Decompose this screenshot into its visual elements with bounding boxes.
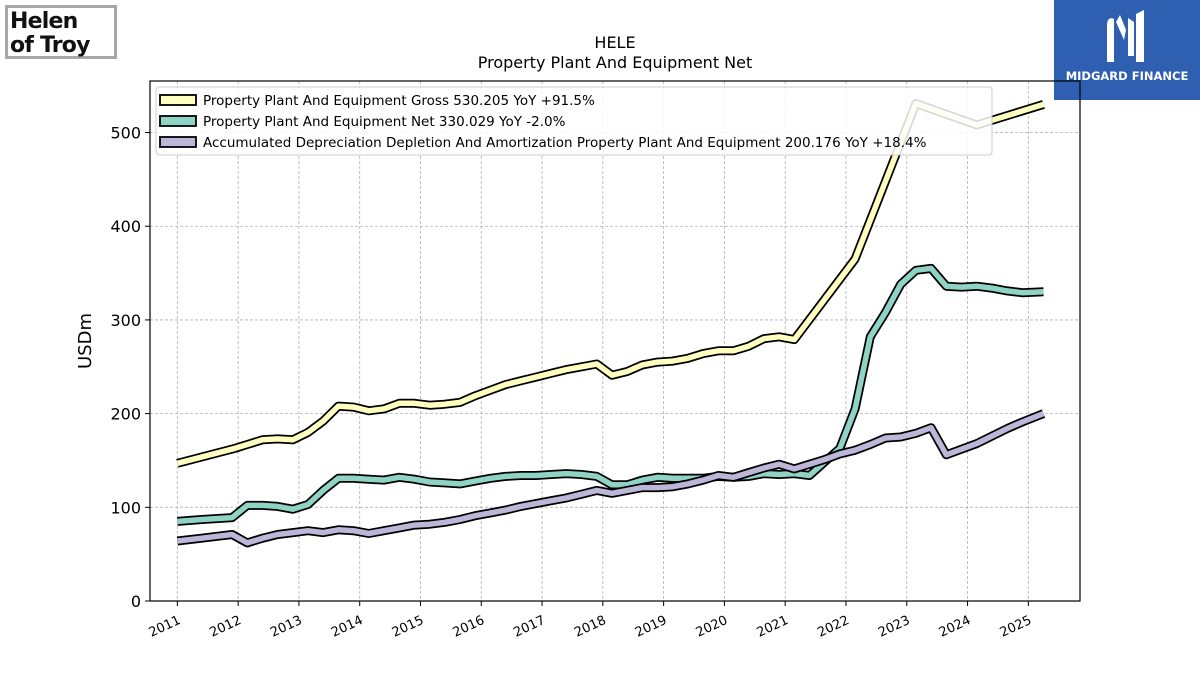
y-tick-label: 200 bbox=[110, 405, 141, 424]
legend-label: Property Plant And Equipment Gross 530.2… bbox=[203, 93, 595, 109]
chart-subtitle: Property Plant And Equipment Net bbox=[478, 53, 753, 72]
series-line-outline bbox=[176, 99, 1045, 468]
brand-logo: MIDGARD FINANCE bbox=[1054, 0, 1200, 100]
legend: Property Plant And Equipment Gross 530.2… bbox=[155, 86, 993, 156]
x-tick-label: 2014 bbox=[329, 613, 365, 641]
midgard-m-icon bbox=[1107, 10, 1144, 62]
x-tick-label: 2022 bbox=[815, 613, 851, 641]
company-logo-line2: of Troy bbox=[10, 33, 90, 58]
company-logo: Helen of Troy bbox=[5, 5, 117, 59]
series-layer bbox=[176, 99, 1046, 548]
y-tick-label: 300 bbox=[110, 311, 141, 330]
legend-label: Property Plant And Equipment Net 330.029… bbox=[203, 114, 566, 130]
y-tick-label: 500 bbox=[110, 124, 141, 143]
x-tick-label: 2018 bbox=[572, 613, 608, 641]
x-tick-label: 2013 bbox=[268, 613, 304, 641]
chart-title: HELE bbox=[594, 33, 635, 52]
legend-swatch bbox=[159, 136, 197, 148]
x-tick-label: 2012 bbox=[207, 613, 243, 641]
axis-layer: 0 100 200 300 400 500 2011 2012 2013 2014 2015 2016… bbox=[110, 124, 1034, 641]
x-tick-label: 2021 bbox=[755, 613, 791, 641]
y-tick-label: 400 bbox=[110, 217, 141, 236]
x-tick-label: 2019 bbox=[633, 613, 669, 641]
x-tick-label: 2024 bbox=[937, 613, 973, 641]
x-tick-label: 2023 bbox=[876, 613, 912, 641]
series-line bbox=[176, 100, 1045, 466]
x-tick-label: 2017 bbox=[511, 613, 547, 641]
company-logo-line1: Helen bbox=[10, 9, 78, 34]
x-tick-label: 2015 bbox=[390, 613, 426, 641]
plot-frame bbox=[149, 80, 1081, 602]
x-tick-label: 2020 bbox=[694, 613, 730, 641]
y-axis-label: USDm bbox=[75, 313, 96, 369]
legend-swatch bbox=[159, 94, 197, 106]
legend-box bbox=[155, 86, 993, 156]
legend-swatch bbox=[159, 115, 197, 127]
x-tick-label: 2025 bbox=[998, 613, 1034, 641]
x-tick-label: 2011 bbox=[147, 613, 183, 641]
legend-label: Accumulated Depreciation Depletion And A… bbox=[203, 135, 927, 151]
x-tick-label: 2016 bbox=[451, 613, 487, 641]
grid-layer bbox=[150, 81, 1080, 602]
y-tick-label: 0 bbox=[131, 592, 141, 611]
brand-name: MIDGARD FINANCE bbox=[1065, 69, 1189, 83]
series-line bbox=[177, 265, 1044, 525]
y-tick-label: 100 bbox=[110, 498, 141, 517]
series-line bbox=[177, 411, 1045, 546]
